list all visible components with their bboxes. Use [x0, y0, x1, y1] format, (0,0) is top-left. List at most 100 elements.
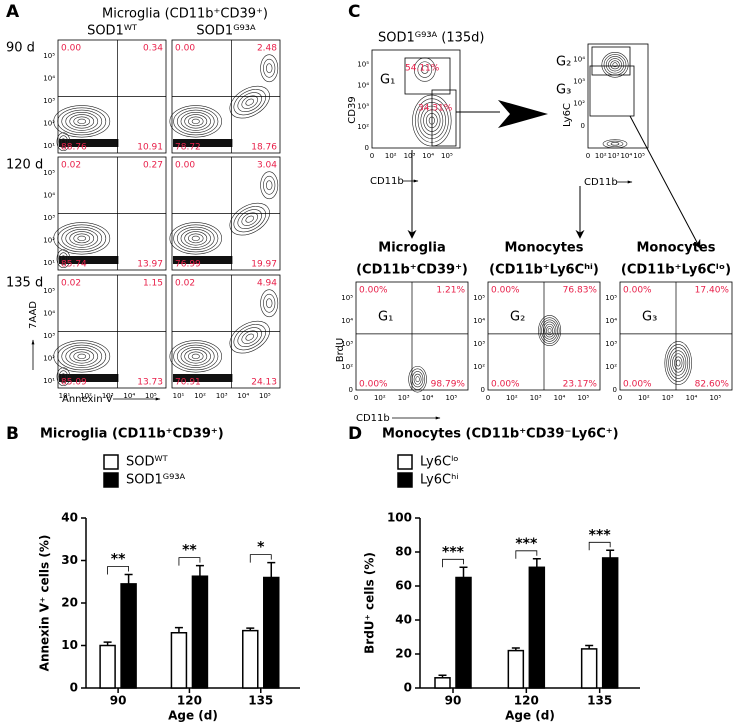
plot-title: Monocytes [504, 241, 583, 256]
quadrant-value: 0.00 [61, 44, 81, 54]
contour [674, 356, 683, 370]
y-tick-label: 10³ [43, 214, 55, 222]
significance-label: *** [515, 536, 538, 552]
contour [73, 233, 91, 244]
x-tick-label: 10² [506, 394, 518, 402]
y-tick-label: 0 [581, 122, 585, 130]
contour [73, 351, 91, 362]
y-tick-label: 10² [605, 363, 617, 371]
plot-subtitle: (CD11b⁺Ly6Cʰⁱ) [489, 263, 599, 278]
contour [541, 319, 558, 342]
contour [57, 342, 107, 371]
x-tick-label: 10¹ [173, 392, 185, 400]
gate-label: G₂ [556, 55, 571, 70]
quadrant-value: 18.76 [251, 143, 277, 153]
x-tick-label: 0 [354, 394, 358, 402]
quadrant-value: 0.00% [359, 286, 388, 296]
y-tick-label: 0 [365, 144, 369, 152]
contour [65, 347, 99, 366]
y-tick-label: 10³ [573, 78, 585, 86]
error-bar [585, 644, 594, 649]
y-tick-label: 10⁴ [473, 317, 485, 325]
legend-label: SODᵂᵀ [126, 455, 169, 470]
y-tick-label: 20 [395, 647, 412, 661]
contour [61, 109, 103, 133]
column-header: SOD1ᵂᵀ [87, 24, 138, 39]
bar [263, 576, 280, 689]
y-tick-label: 10⁴ [43, 191, 55, 199]
plot-frame [371, 49, 461, 149]
x-axis-label: CD11b [584, 177, 618, 188]
contour [58, 135, 69, 149]
y-tick-label: 10² [43, 120, 55, 128]
contour [237, 92, 262, 113]
chart-title: Monocytes (CD11b⁺CD39⁻Ly6C⁺) [382, 427, 619, 442]
y-tick-label: 10⁴ [357, 81, 369, 89]
dense-events [173, 256, 233, 264]
contour [233, 324, 266, 351]
legend-swatch [103, 454, 119, 470]
plot-subtitle: (CD11b⁺Ly6Cˡᵒ) [621, 263, 731, 278]
contour [229, 85, 270, 119]
x-tick-label: 10⁵ [445, 394, 457, 402]
contour [417, 61, 433, 78]
gate-label: G₁ [378, 310, 393, 325]
x-tick-label: 10³ [398, 394, 410, 402]
x-tick-label: 10³ [662, 394, 674, 402]
significance-label: * [257, 540, 265, 556]
contour [245, 333, 255, 341]
bar [434, 677, 451, 689]
plot-subtitle: (CD11b⁺CD39⁺) [356, 263, 468, 278]
y-axis-label: 7AAD [28, 301, 39, 329]
x-tick-label: 10⁴ [686, 394, 698, 402]
contour [263, 293, 276, 313]
contour [666, 344, 691, 382]
dense-events [173, 374, 233, 382]
legend-swatch [397, 454, 413, 470]
error-bar [532, 558, 541, 568]
contour [237, 327, 262, 348]
contour [260, 171, 279, 200]
contour [58, 252, 69, 266]
contour [60, 373, 66, 381]
contour [608, 58, 622, 72]
contour [266, 180, 273, 191]
contour [413, 373, 422, 385]
panel-letter: B [6, 424, 19, 444]
gate [404, 57, 451, 95]
y-tick-label: 10³ [341, 340, 353, 348]
y-tick-label: 10⁵ [473, 294, 485, 302]
y-tick-label: 0 [613, 386, 617, 394]
y-tick-label: 10² [341, 363, 353, 371]
quadrant-value: 0.00% [623, 286, 652, 296]
significance-bracket [249, 554, 272, 563]
panel-title: Microglia (CD11b⁺CD39⁺) [102, 7, 268, 22]
contour [538, 315, 562, 347]
gate-label: G₃ [556, 83, 571, 98]
contour [188, 233, 204, 244]
x-tick-label: 90 [110, 694, 127, 708]
quadrant-value: 0.02 [175, 279, 195, 289]
gate-label: G₂ [510, 310, 525, 325]
y-tick-label: 10³ [605, 340, 617, 348]
contour [606, 140, 624, 147]
y-tick-label: 10⁴ [605, 317, 617, 325]
contour [420, 65, 429, 74]
contour [60, 255, 66, 263]
contour [546, 325, 554, 336]
contour [233, 89, 266, 116]
quadrant-value: 85.09 [61, 378, 87, 388]
error-bar [267, 561, 276, 578]
plot-title: Monocytes [636, 241, 715, 256]
x-tick-label: 10³ [608, 152, 620, 160]
contour [180, 112, 211, 131]
x-tick-label: 10⁴ [123, 392, 135, 400]
quadrant-value: 88.76 [61, 143, 87, 153]
x-tick-label: 10² [194, 392, 206, 400]
quadrant-value: 24.13 [251, 378, 277, 388]
significance-bracket [107, 566, 129, 575]
y-tick-label: 10⁵ [357, 61, 369, 69]
gating-arrow [629, 115, 701, 249]
x-tick-label: 10³ [530, 394, 542, 402]
